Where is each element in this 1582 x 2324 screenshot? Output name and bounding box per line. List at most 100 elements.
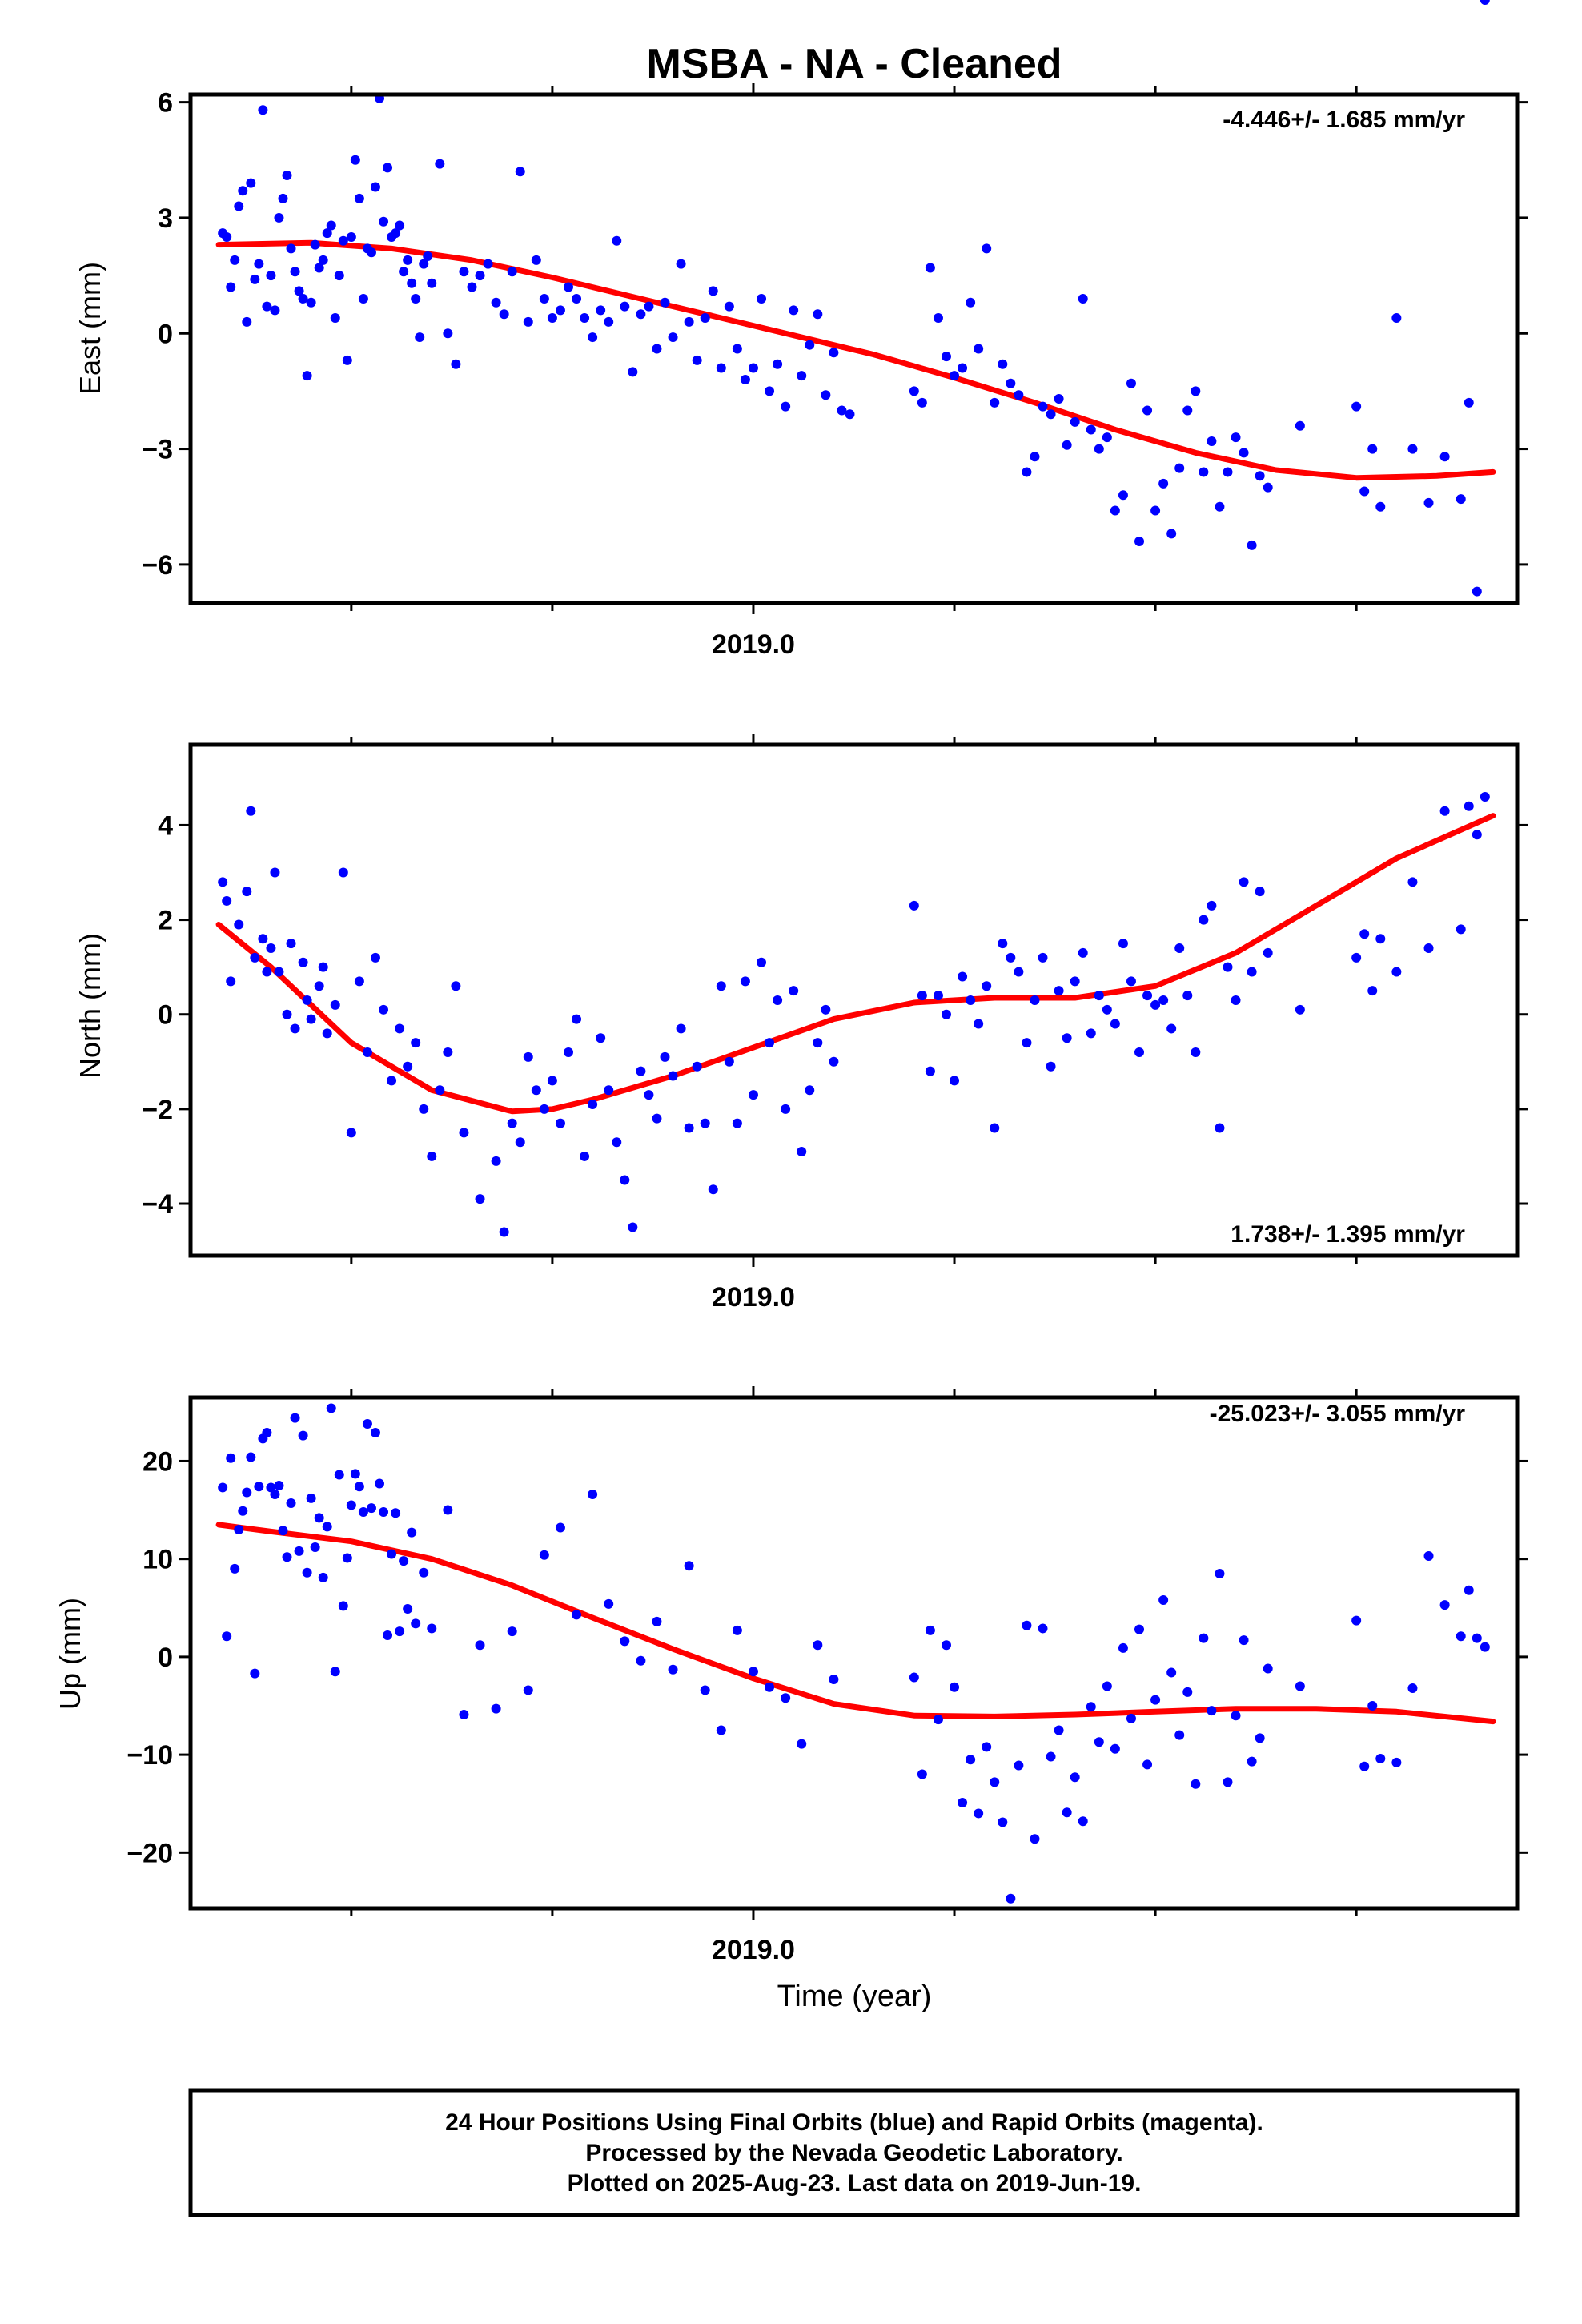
east-data-point <box>950 371 960 381</box>
north-plot-frame <box>188 742 1520 1258</box>
east-ytick-label: 0 <box>158 319 173 349</box>
north-data-point <box>1182 991 1193 1001</box>
east-data-point <box>966 297 976 308</box>
north-data-point <box>286 939 296 949</box>
east-data-point <box>395 220 405 231</box>
up-data-point <box>636 1655 646 1666</box>
north-data-point <box>1295 1004 1305 1015</box>
east-data-point <box>523 316 533 327</box>
north-data-point <box>330 999 340 1010</box>
north-data-point <box>531 1085 541 1096</box>
up-data-point <box>274 1481 284 1490</box>
north-data-point <box>270 867 280 878</box>
east-data-point <box>407 278 417 288</box>
east-data-point <box>318 255 328 265</box>
north-data-point <box>1407 877 1418 887</box>
north-data-point <box>491 1156 501 1166</box>
north-data-point <box>218 877 228 887</box>
north-data-point <box>411 1038 421 1048</box>
east-data-point <box>258 105 268 115</box>
east-data-point <box>338 235 348 246</box>
north-rate: 1.738+/- 1.395 mm/yr <box>1231 1221 1465 1248</box>
east-data-point <box>555 305 565 316</box>
footer-line-3: Plotted on 2025-Aug-23. Last data on 201… <box>568 2170 1142 2197</box>
footer-line-2: Processed by the Nevada Geodetic Laborat… <box>585 2140 1122 2166</box>
up-data-point <box>1391 1757 1402 1767</box>
east-data-point <box>1263 482 1273 493</box>
north-data-point <box>974 1019 984 1029</box>
east-rate: -4.446+/- 1.685 mm/yr <box>1223 107 1465 133</box>
east-data-point <box>330 313 340 324</box>
east-data-point <box>326 220 336 231</box>
east-data-point <box>1102 432 1112 443</box>
north-ticks: 4 2 0 −2 −4 <box>142 734 1528 1267</box>
east-data-point <box>748 363 758 373</box>
east-data-point <box>781 401 791 412</box>
east-data-point <box>467 282 477 292</box>
east-data-point <box>909 386 919 396</box>
north-data-point <box>1110 1019 1120 1029</box>
east-data-point <box>805 340 815 350</box>
north-data-point <box>451 981 461 991</box>
east-data-point <box>563 282 573 292</box>
up-data-point <box>403 1604 413 1614</box>
north-data-point <box>242 887 252 897</box>
north-data-point <box>909 900 919 911</box>
north-data-point <box>346 1128 356 1138</box>
east-data-point <box>773 359 783 369</box>
up-ytick-label: 20 <box>143 1446 173 1477</box>
north-data-point <box>982 981 992 991</box>
up-data-point <box>326 1403 336 1413</box>
east-data-point <box>1094 444 1104 454</box>
north-data-point <box>282 1009 292 1019</box>
up-data-point <box>1359 1761 1370 1771</box>
up-rate: -25.023+/- 3.055 mm/yr <box>1210 1401 1466 1427</box>
east-ytick-label: 6 <box>158 88 173 119</box>
up-data-point <box>395 1626 405 1637</box>
east-data-point <box>1110 505 1120 516</box>
north-data-point <box>950 1076 960 1086</box>
north-data-point <box>246 806 256 816</box>
up-data-point <box>925 1625 935 1635</box>
north-data-point <box>692 1061 702 1072</box>
north-data-point <box>1231 995 1241 1005</box>
up-data-point <box>1223 1777 1233 1787</box>
north-data-point <box>226 976 236 987</box>
east-data-point <box>644 301 654 312</box>
north-ylabel: North (mm) <box>74 933 106 1079</box>
east-data-point <box>383 163 393 173</box>
up-data-point <box>990 1777 1000 1787</box>
north-data-point <box>250 952 260 963</box>
north-data-point <box>419 1104 429 1114</box>
up-data-point <box>222 1631 232 1642</box>
panel-east: East (mm) 630−3−6 -4.446+/- 1.685 mm/yr … <box>74 0 1528 660</box>
up-data-point <box>322 1522 332 1532</box>
up-data-point <box>1022 1620 1032 1630</box>
north-data-point <box>1102 1004 1112 1015</box>
up-data-point <box>250 1668 260 1679</box>
north-data-point <box>765 1038 775 1048</box>
east-data-point <box>234 201 244 211</box>
east-data-point <box>1166 529 1177 539</box>
up-fit-curve <box>215 1522 1496 1725</box>
up-data-point <box>950 1682 960 1692</box>
east-data-point <box>1255 471 1265 481</box>
north-data-point <box>572 1014 582 1024</box>
up-points <box>218 1403 1490 1904</box>
north-data-point <box>708 1184 718 1195</box>
north-data-point <box>547 1076 557 1086</box>
up-data-point <box>604 1598 614 1609</box>
north-data-point <box>298 957 308 967</box>
up-data-point <box>941 1640 951 1651</box>
east-data-point <box>531 255 541 265</box>
east-data-point <box>427 278 437 288</box>
north-data-point <box>362 1047 372 1057</box>
east-data-point <box>411 293 421 304</box>
up-data-point <box>684 1561 694 1571</box>
east-data-point <box>1239 448 1249 458</box>
up-data-point <box>1191 1779 1201 1789</box>
north-data-point <box>1456 924 1466 935</box>
north-data-point <box>1142 991 1153 1001</box>
north-data-point <box>507 1118 517 1128</box>
east-data-point <box>716 363 726 373</box>
